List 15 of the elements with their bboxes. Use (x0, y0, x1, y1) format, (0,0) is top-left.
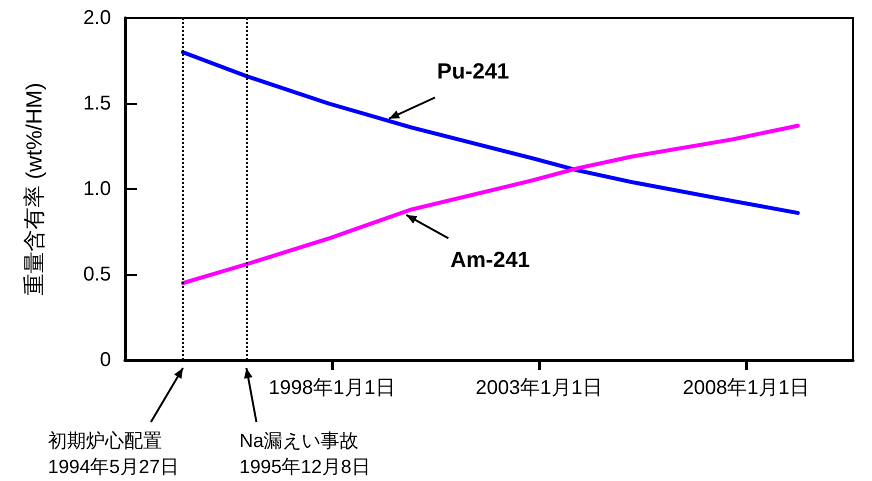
ref-line-label: 初期炉心配置 1994年5月27日 (48, 430, 179, 478)
y-tick-label: 0.5 (83, 264, 111, 286)
line-series (180, 124, 800, 286)
y-tick-label: 0 (100, 349, 111, 371)
ref-line-label: Na漏えい事故 1995年12月8日 (239, 431, 370, 478)
y-tick-label: 2.0 (83, 7, 111, 29)
y-tick-label: 1.5 (83, 92, 111, 114)
annotation: Am-241 (450, 246, 530, 272)
annotation: Pu-241 (437, 58, 510, 84)
y-tick-label: 1.0 (83, 178, 111, 200)
x-tick-label: 2008年1月1日 (682, 377, 810, 399)
y-axis-title: 重量含有率 (wt%/HM) (22, 82, 46, 296)
x-tick-label: 1998年1月1日 (268, 377, 396, 399)
line-series (180, 50, 800, 215)
x-tick-label: 2003年1月1日 (476, 377, 602, 399)
